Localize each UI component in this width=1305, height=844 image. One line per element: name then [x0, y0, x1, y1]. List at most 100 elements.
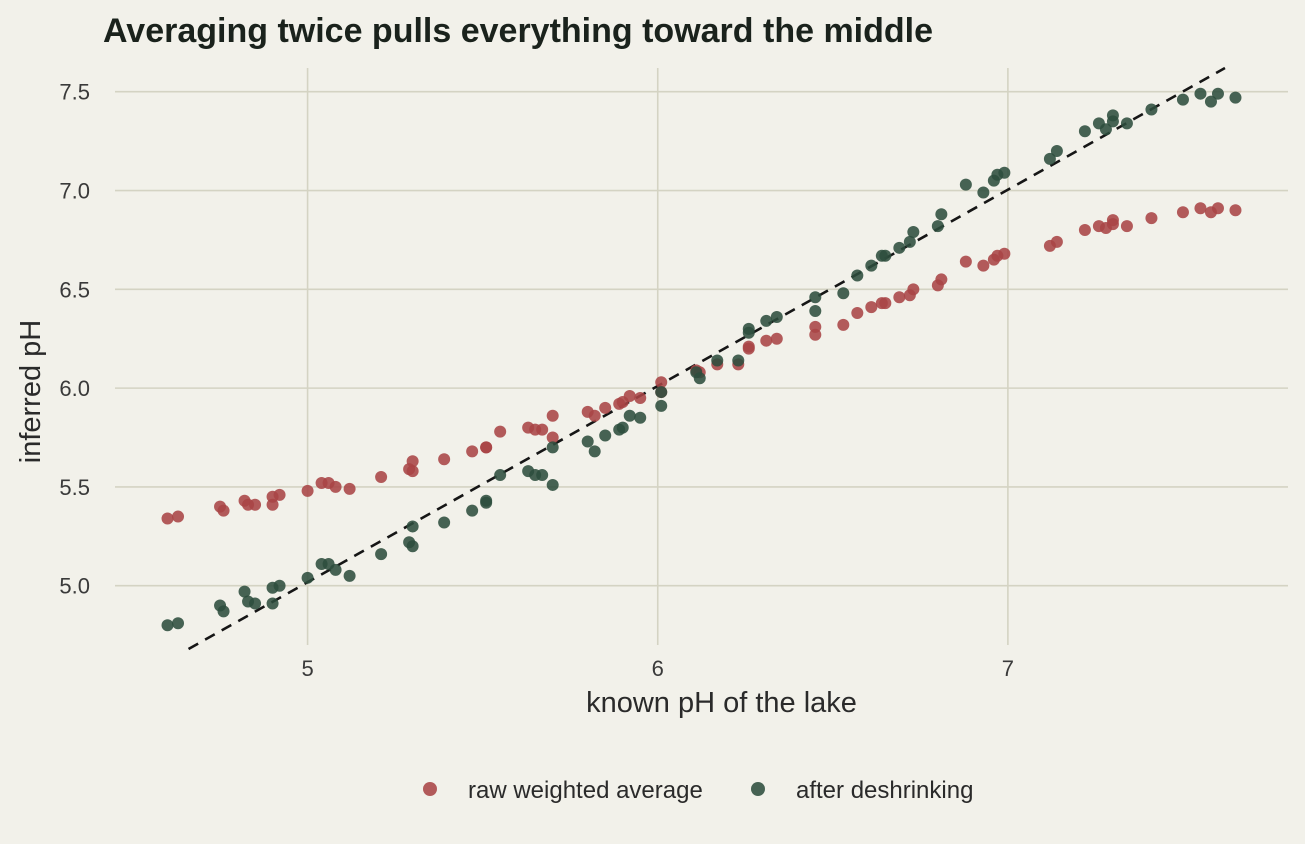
data-point	[536, 423, 549, 436]
data-point	[249, 597, 262, 610]
data-point	[879, 249, 892, 262]
data-point	[1194, 202, 1207, 215]
data-point	[249, 498, 262, 511]
data-point	[865, 259, 878, 272]
y-tick-label: 6.0	[59, 376, 90, 401]
data-point	[273, 488, 286, 501]
y-tick-label: 5.0	[59, 574, 90, 599]
data-point	[494, 425, 507, 438]
series-after-deshrinking	[161, 87, 1242, 632]
data-point	[406, 540, 419, 553]
data-point	[634, 391, 647, 404]
data-point	[1229, 91, 1242, 104]
data-point	[1106, 109, 1119, 122]
data-point	[1050, 235, 1063, 248]
y-tick-label: 7.0	[59, 179, 90, 204]
data-point	[329, 480, 342, 493]
legend-swatch	[751, 782, 765, 796]
legend-label: after deshrinking	[796, 777, 973, 804]
data-point	[770, 332, 783, 345]
x-tick-label: 7	[1002, 656, 1014, 681]
data-point	[893, 241, 906, 254]
data-point	[1204, 95, 1217, 108]
x-tick-label: 6	[652, 656, 664, 681]
data-point	[623, 409, 636, 422]
data-point	[907, 283, 920, 296]
data-point	[546, 431, 559, 444]
data-point	[1106, 214, 1119, 227]
data-point	[1120, 220, 1133, 233]
data-point	[879, 297, 892, 310]
data-point	[217, 504, 230, 517]
data-point	[172, 510, 185, 523]
data-point	[1176, 93, 1189, 106]
data-point	[903, 235, 916, 248]
data-point	[599, 401, 612, 414]
y-tick-label: 5.5	[59, 475, 90, 500]
data-point	[809, 320, 822, 333]
data-point	[1078, 224, 1091, 237]
data-point	[760, 314, 773, 327]
data-point	[238, 585, 251, 598]
chart-title: Averaging twice pulls everything toward …	[103, 12, 933, 50]
data-point	[837, 287, 850, 300]
y-tick-label: 6.5	[59, 277, 90, 302]
tick-labels: 5 6 7 5.0 5.5 6.0 6.5 7.0 7.5	[59, 80, 1014, 681]
x-tick-label: 5	[301, 656, 313, 681]
data-point	[732, 354, 745, 367]
data-points	[161, 87, 1242, 632]
data-point	[217, 605, 230, 618]
data-point	[959, 178, 972, 191]
data-point	[466, 504, 479, 517]
data-point	[599, 429, 612, 442]
data-point	[809, 305, 822, 318]
data-point	[466, 445, 479, 458]
data-point	[935, 273, 948, 286]
y-tick-label: 7.5	[59, 80, 90, 105]
data-point	[494, 469, 507, 482]
data-point	[1194, 87, 1207, 100]
data-point	[375, 548, 388, 561]
legend: raw weighted average after deshrinking	[423, 777, 973, 804]
data-point	[161, 619, 174, 632]
data-point	[438, 453, 451, 466]
data-point	[809, 291, 822, 304]
data-point	[931, 220, 944, 233]
data-point	[623, 390, 636, 403]
data-point	[480, 441, 493, 454]
data-point	[907, 226, 920, 239]
data-point	[893, 291, 906, 304]
legend-item: after deshrinking	[751, 777, 973, 804]
data-point	[581, 435, 594, 448]
data-point	[1145, 103, 1158, 116]
y-axis-title: inferred pH	[15, 320, 47, 463]
x-axis-title: known pH of the lake	[586, 687, 857, 719]
data-point	[655, 376, 668, 389]
data-point	[742, 340, 755, 353]
reference-line	[187, 66, 1226, 651]
data-point	[655, 386, 668, 399]
data-point	[998, 166, 1011, 179]
data-point	[588, 409, 601, 422]
data-point	[634, 411, 647, 424]
data-point	[301, 484, 314, 497]
data-point	[959, 255, 972, 268]
data-point	[406, 465, 419, 478]
data-point	[480, 494, 493, 507]
data-point	[588, 445, 601, 458]
reference-line-group	[187, 66, 1226, 651]
data-point	[770, 310, 783, 323]
data-point	[760, 334, 773, 347]
data-point	[343, 569, 356, 582]
data-point	[161, 512, 174, 525]
data-point	[693, 372, 706, 385]
data-point	[546, 441, 559, 454]
data-point	[711, 354, 724, 367]
data-point	[438, 516, 451, 529]
data-point	[406, 520, 419, 533]
data-point	[742, 322, 755, 335]
data-point	[546, 478, 559, 491]
data-point	[1078, 125, 1091, 138]
data-point	[1145, 212, 1158, 225]
